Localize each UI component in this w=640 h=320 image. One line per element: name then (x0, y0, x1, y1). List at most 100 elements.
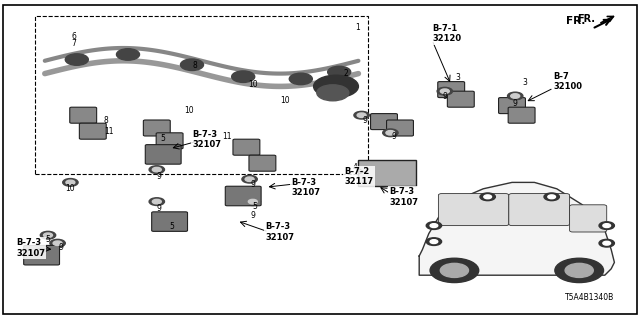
Circle shape (63, 179, 78, 186)
Circle shape (66, 180, 75, 185)
Circle shape (440, 263, 468, 277)
Circle shape (242, 175, 257, 183)
FancyBboxPatch shape (24, 245, 60, 265)
Circle shape (484, 195, 492, 199)
Text: B-7-3
32107: B-7-3 32107 (192, 130, 221, 149)
Circle shape (357, 113, 366, 117)
Circle shape (354, 111, 369, 119)
Text: 3: 3 (455, 73, 460, 82)
Text: 5: 5 (252, 202, 257, 211)
Text: 9: 9 (156, 204, 161, 213)
Circle shape (152, 199, 161, 204)
Polygon shape (419, 182, 614, 275)
Text: FR.: FR. (566, 16, 586, 26)
Text: 7: 7 (71, 39, 76, 48)
Text: T5A4B1340B: T5A4B1340B (565, 293, 614, 302)
Circle shape (53, 241, 62, 245)
Circle shape (232, 71, 255, 83)
FancyBboxPatch shape (371, 114, 397, 130)
FancyBboxPatch shape (438, 82, 465, 98)
Circle shape (149, 198, 164, 205)
Circle shape (508, 92, 523, 100)
Circle shape (317, 85, 349, 101)
Circle shape (289, 73, 312, 85)
FancyBboxPatch shape (570, 205, 607, 232)
Circle shape (152, 167, 161, 172)
Text: 1: 1 (355, 23, 360, 32)
Circle shape (40, 231, 56, 239)
Circle shape (314, 75, 358, 98)
Text: B-7-2
32117: B-7-2 32117 (344, 167, 374, 186)
Circle shape (50, 239, 65, 247)
Circle shape (480, 193, 495, 201)
Circle shape (603, 224, 611, 228)
Text: B-7-3
32107: B-7-3 32107 (291, 178, 320, 197)
FancyBboxPatch shape (358, 160, 416, 186)
Circle shape (116, 49, 140, 60)
Circle shape (248, 199, 257, 204)
FancyBboxPatch shape (233, 139, 260, 155)
Text: B-7-3
32107: B-7-3 32107 (266, 222, 294, 242)
Text: 9: 9 (442, 92, 447, 101)
Circle shape (548, 195, 556, 199)
Text: 11: 11 (104, 127, 113, 136)
Text: 2: 2 (343, 69, 348, 78)
Circle shape (245, 198, 260, 205)
FancyBboxPatch shape (509, 194, 570, 226)
Circle shape (426, 238, 442, 245)
Text: 4: 4 (353, 163, 358, 172)
Text: 5: 5 (45, 235, 51, 244)
Circle shape (555, 258, 604, 283)
Text: 9: 9 (58, 243, 63, 252)
Text: 8: 8 (193, 61, 198, 70)
FancyBboxPatch shape (70, 107, 97, 123)
FancyBboxPatch shape (156, 133, 183, 149)
Text: B-7-1
32120: B-7-1 32120 (432, 24, 461, 43)
Text: 9: 9 (250, 180, 255, 188)
Circle shape (430, 224, 438, 228)
Circle shape (426, 222, 442, 229)
Text: 9: 9 (250, 212, 255, 220)
Circle shape (383, 129, 398, 137)
Circle shape (599, 222, 614, 229)
Text: 10: 10 (248, 80, 258, 89)
Text: 3: 3 (522, 78, 527, 87)
Text: FR.: FR. (577, 14, 595, 24)
Circle shape (180, 59, 204, 70)
Circle shape (440, 89, 449, 93)
Text: 9: 9 (362, 116, 367, 124)
Circle shape (565, 263, 593, 277)
Text: 9: 9 (513, 99, 518, 108)
Circle shape (511, 94, 520, 98)
Text: 9: 9 (391, 132, 396, 141)
FancyBboxPatch shape (387, 120, 413, 136)
Circle shape (599, 239, 614, 247)
Circle shape (245, 177, 254, 181)
Text: 5: 5 (169, 222, 174, 231)
Circle shape (437, 87, 452, 95)
Text: 10: 10 (65, 184, 76, 193)
Text: 5: 5 (161, 134, 166, 143)
Text: B-7
32100: B-7 32100 (554, 72, 582, 91)
FancyBboxPatch shape (225, 186, 261, 206)
FancyBboxPatch shape (143, 120, 170, 136)
FancyBboxPatch shape (438, 194, 509, 226)
Text: 11: 11 (223, 132, 232, 140)
Circle shape (386, 131, 395, 135)
Circle shape (65, 54, 88, 65)
Circle shape (603, 241, 611, 245)
Circle shape (430, 240, 438, 244)
FancyBboxPatch shape (152, 212, 188, 231)
FancyBboxPatch shape (249, 155, 276, 171)
Circle shape (430, 258, 479, 283)
FancyBboxPatch shape (508, 107, 535, 123)
Text: 6: 6 (71, 32, 76, 41)
FancyBboxPatch shape (145, 145, 181, 164)
FancyBboxPatch shape (447, 91, 474, 107)
FancyBboxPatch shape (499, 98, 525, 114)
Text: B-7-3
32107: B-7-3 32107 (389, 187, 418, 206)
Circle shape (328, 66, 351, 78)
Text: 10: 10 (280, 96, 290, 105)
Text: B-7-3
32107: B-7-3 32107 (16, 238, 45, 258)
Text: 10: 10 (184, 106, 194, 115)
